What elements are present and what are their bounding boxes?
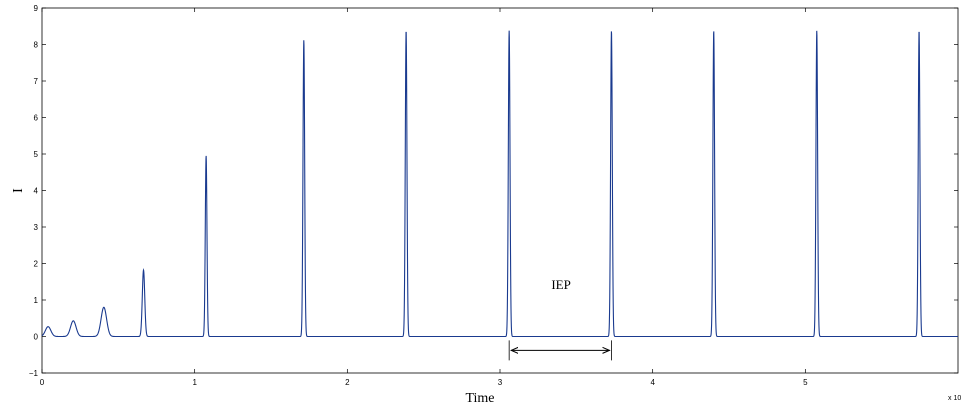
y-tick-label: 3 bbox=[34, 223, 39, 232]
x-tick-label: 4 bbox=[650, 378, 655, 387]
x-tick-label: 0 bbox=[40, 378, 45, 387]
y-tick-label: 9 bbox=[34, 4, 39, 13]
x-tick-label: 2 bbox=[345, 378, 350, 387]
y-axis-label: I bbox=[11, 188, 26, 193]
y-tick-label: 6 bbox=[34, 114, 39, 123]
x-axis-multiplier: x 10 bbox=[948, 395, 961, 402]
series-line bbox=[41, 30, 958, 338]
x-axis-label: Time bbox=[465, 391, 494, 406]
y-tick-label: 2 bbox=[34, 260, 39, 269]
x-tick-label: 5 bbox=[803, 378, 808, 387]
y-tick-label: 4 bbox=[34, 187, 39, 196]
y-tick-label: −1 bbox=[29, 369, 39, 378]
x-tick-label: 3 bbox=[498, 378, 503, 387]
y-tick-label: 5 bbox=[34, 150, 39, 159]
y-tick-label: 7 bbox=[34, 77, 39, 86]
iep-annotation-label: IEP bbox=[551, 277, 571, 292]
y-tick-label: 0 bbox=[34, 333, 39, 342]
y-tick-label: 1 bbox=[34, 296, 39, 305]
x-tick-label: 1 bbox=[192, 378, 197, 387]
y-tick-label: 8 bbox=[34, 41, 39, 50]
